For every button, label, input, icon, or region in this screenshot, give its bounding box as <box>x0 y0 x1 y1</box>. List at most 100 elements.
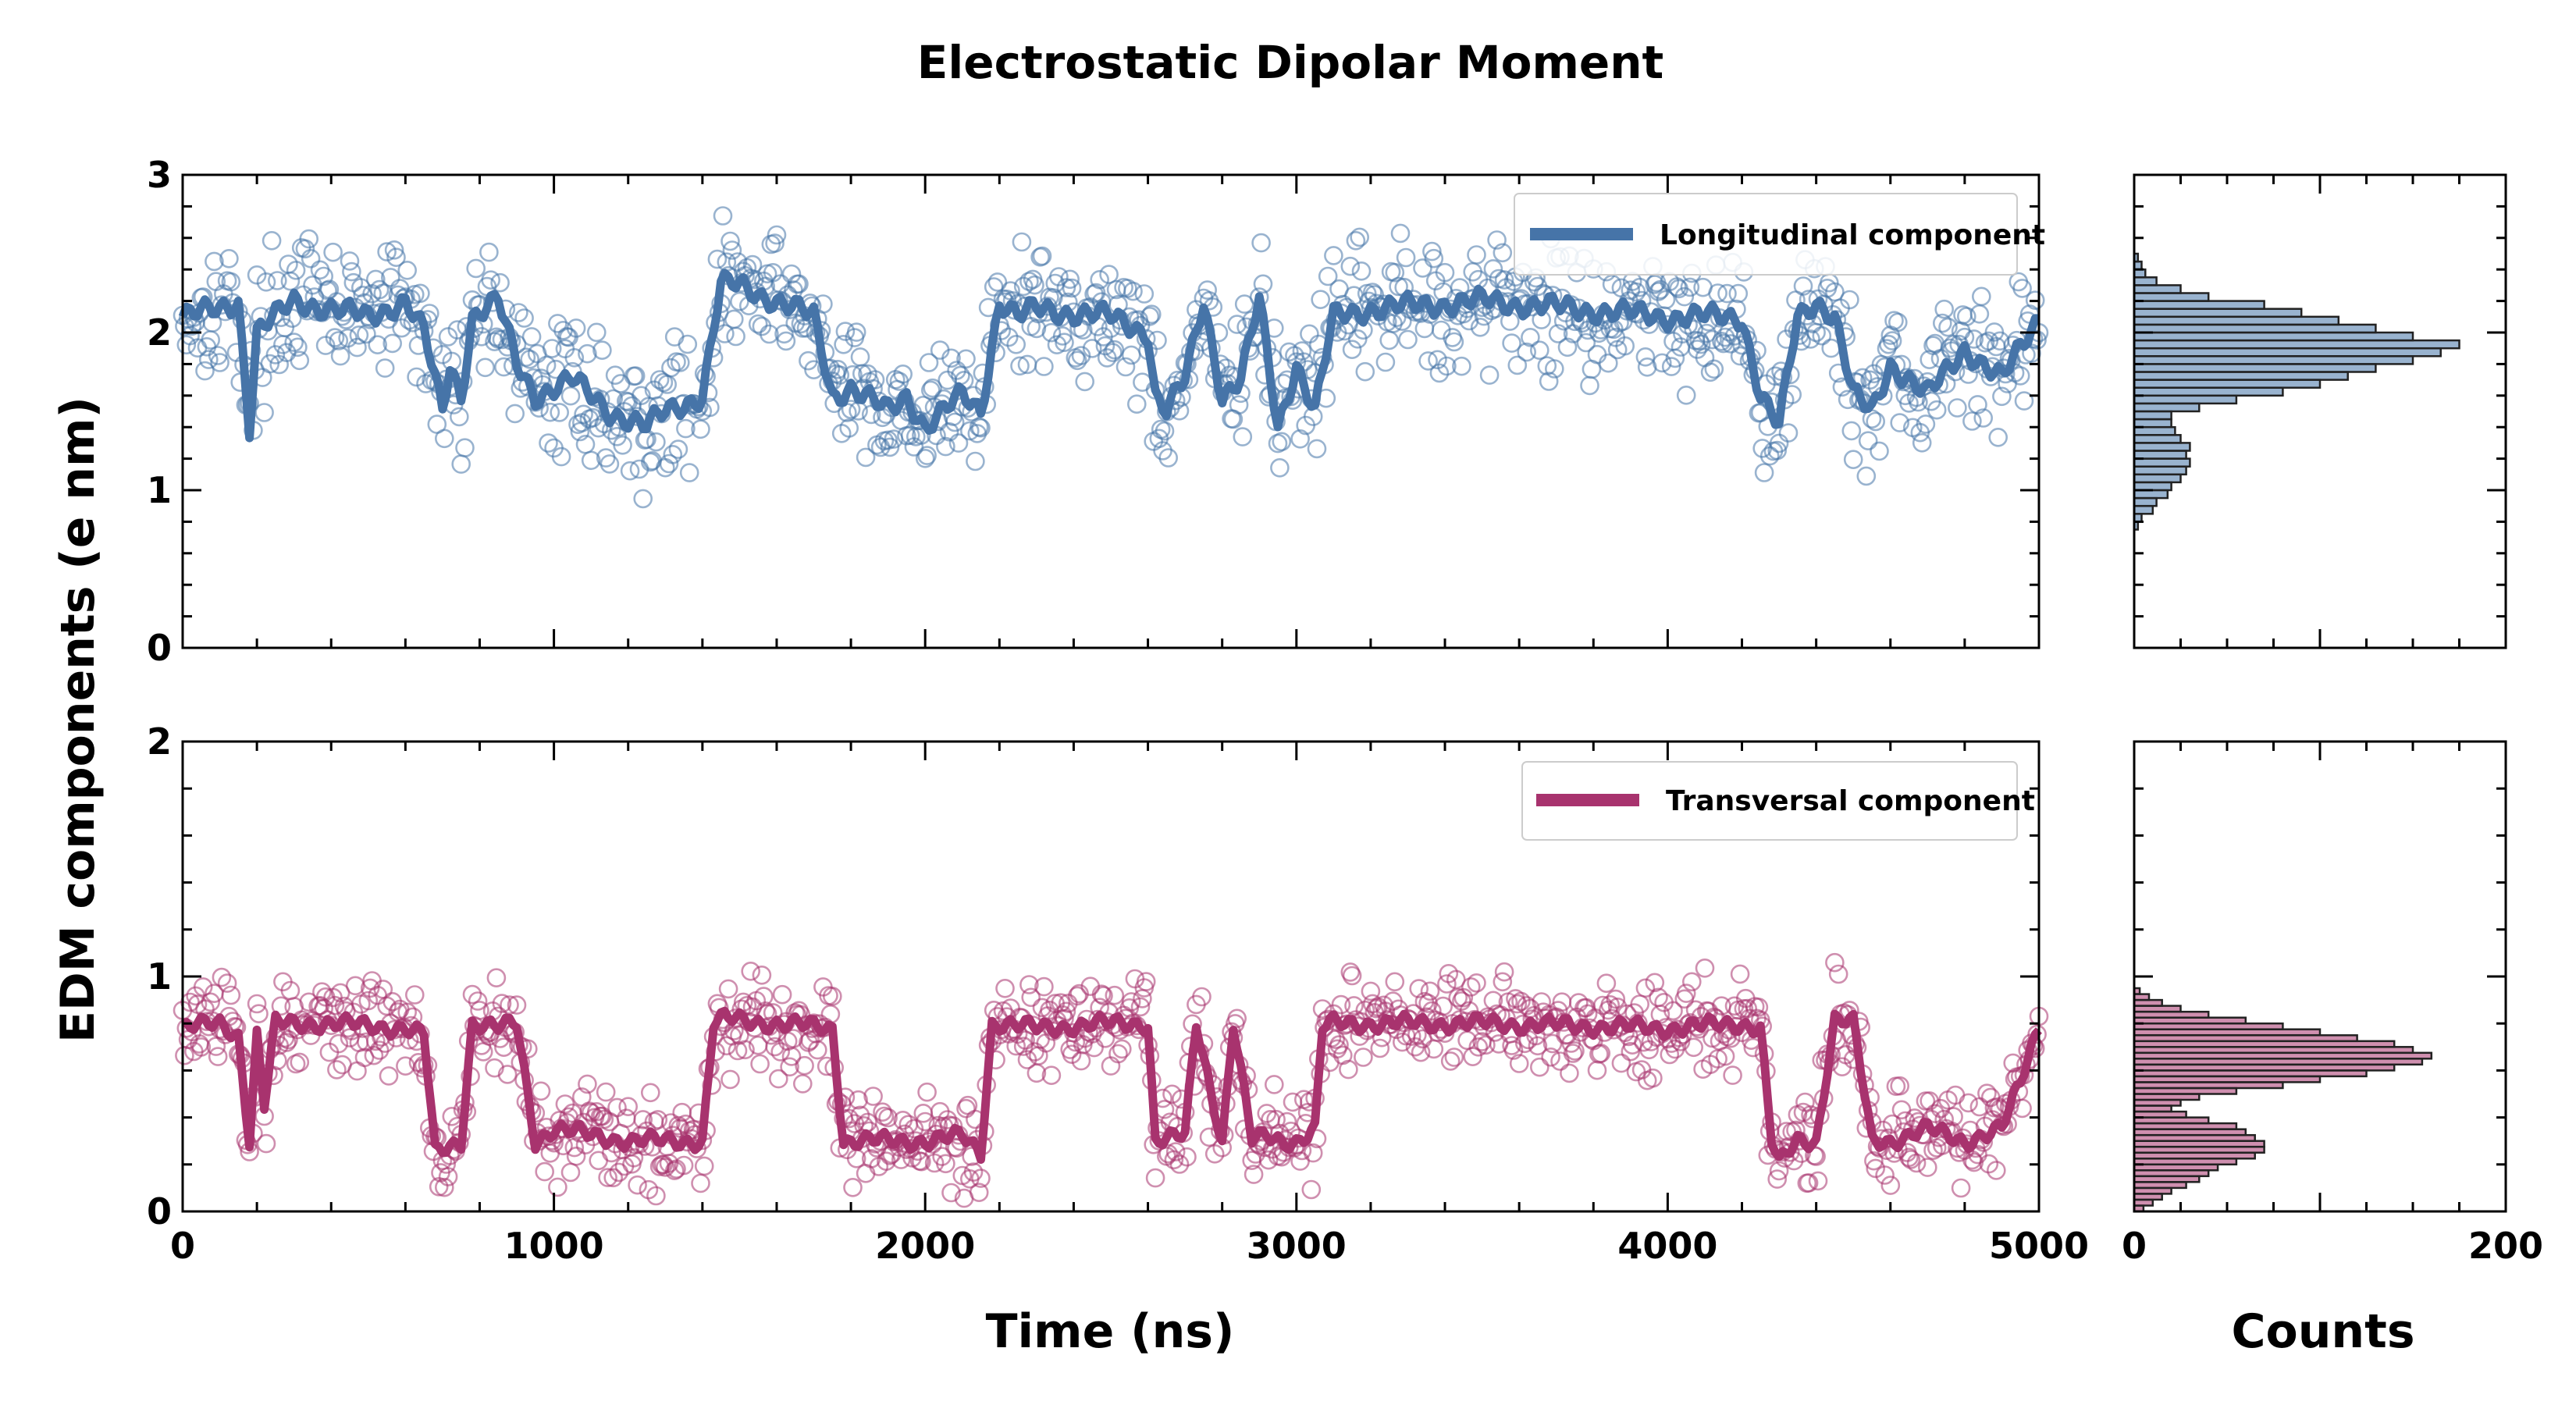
longitudinal-scatter-point <box>1229 395 1249 415</box>
transversal-legend-label: Transversal component <box>1666 785 2035 817</box>
transversal-scatter-point <box>1440 1051 1461 1071</box>
longitudinal-histogram-bar <box>2133 410 2172 421</box>
transversal-scatter-point <box>1361 981 1381 1001</box>
longitudinal-scatter-point <box>856 447 876 468</box>
transversal-scatter-point <box>628 1175 647 1195</box>
longitudinal-scatter-point <box>1754 463 1774 482</box>
longitudinal-scatter-point <box>663 444 683 464</box>
x-axis-label: Time (ns) <box>986 1304 1235 1359</box>
longitudinal-histogram-bar <box>2133 315 2340 326</box>
x-tick-label: 0 <box>170 1225 195 1267</box>
transversal-scatter-point <box>1925 1104 1945 1123</box>
longitudinal-scatter-point <box>377 242 397 261</box>
transversal-scatter-point <box>941 1183 961 1203</box>
longitudinal-scatter-point <box>1062 278 1082 298</box>
transversal-scatter-point <box>256 1133 276 1154</box>
longitudinal-scatter-point <box>776 331 796 351</box>
transversal-scatter-point <box>1494 962 1514 982</box>
transversal-scatter-point <box>1006 1036 1026 1056</box>
longitudinal-scatter-point <box>722 240 742 260</box>
transversal-scatter-point <box>327 1060 347 1080</box>
longitudinal-scatter-point <box>1105 340 1125 360</box>
longitudinal-scatter-point <box>676 418 696 439</box>
transversal-scatter-point <box>1437 974 1457 994</box>
longitudinal-legend-label: Longitudinal component <box>1660 219 2045 251</box>
longitudinal-scatter-point <box>1103 343 1123 363</box>
longitudinal-scatter-point <box>290 350 310 371</box>
longitudinal-histogram-bar <box>2133 457 2191 468</box>
longitudinal-scatter-point <box>1444 332 1464 352</box>
longitudinal-histogram-bar <box>2133 418 2172 429</box>
longitudinal-scatter-point <box>1843 450 1863 470</box>
transversal-scatter-point <box>1493 972 1513 992</box>
longitudinal-scatter-point <box>1470 317 1490 337</box>
transversal-scatter-point <box>1563 1044 1583 1063</box>
transversal-scatter-point <box>793 1074 813 1094</box>
transversal-scatter-point <box>1021 987 1041 1008</box>
transversal-scatter-point <box>507 995 527 1015</box>
transversal-scatter-point <box>768 1069 788 1089</box>
transversal-scatter-point <box>648 1110 668 1129</box>
longitudinal-scatter-point <box>295 239 315 259</box>
longitudinal-scatter-point <box>1375 352 1396 372</box>
transversal-scatter-point <box>1799 1173 1819 1193</box>
longitudinal-scatter-point <box>1413 258 1432 278</box>
longitudinal-scatter-point <box>1507 355 1528 375</box>
longitudinal-scatter-point <box>176 335 197 355</box>
longitudinal-scatter-point <box>286 260 306 280</box>
longitudinal-scatter-point <box>314 266 334 286</box>
transversal-scatter-point <box>1461 977 1481 997</box>
longitudinal-scatter-point <box>1665 348 1685 368</box>
transversal-histogram-bars <box>2133 987 2433 1213</box>
transversal-scatter-point <box>1162 1084 1182 1104</box>
longitudinal-scatter-point <box>1852 368 1873 388</box>
longitudinal-scatter-point <box>380 268 400 287</box>
transversal-scatter-point <box>325 995 345 1016</box>
longitudinal-scatter-point <box>1801 329 1820 349</box>
transversal-scatter-point <box>1136 972 1156 991</box>
transversal-scatter-point <box>1769 1161 1789 1181</box>
transversal-scatter-point <box>1325 1030 1345 1049</box>
longitudinal-scatter-point <box>956 349 976 369</box>
transversal-scatter-point <box>1420 981 1440 1001</box>
longitudinal-scatter-point <box>254 403 274 422</box>
longitudinal-scatter-point <box>581 450 601 471</box>
longitudinal-scatter-point <box>550 403 570 422</box>
longitudinal-scatter-point <box>774 324 794 344</box>
longitudinal-scatter-point <box>1067 350 1087 371</box>
longitudinal-scatter-point <box>1307 439 1327 459</box>
longitudinal-scatter-point <box>1680 277 1700 297</box>
transversal-scatter-point <box>553 1136 573 1156</box>
transversal-scatter-point <box>201 992 221 1012</box>
transversal-scatter-point <box>808 1040 827 1060</box>
longitudinal-scatter-point <box>349 325 369 345</box>
transversal-scatter-point <box>1312 999 1332 1019</box>
transversal-scatter-point <box>397 1002 418 1023</box>
longitudinal-scatter-point <box>1916 414 1936 434</box>
longitudinal-scatter-point <box>1934 299 1954 319</box>
longitudinal-scatter-point <box>574 404 593 425</box>
transversal-scatter-point <box>578 1074 597 1094</box>
longitudinal-scatter-point <box>397 260 418 280</box>
longitudinal-scatter-point <box>1684 319 1703 340</box>
longitudinal-scatter-point <box>210 353 229 372</box>
longitudinal-scatter-point <box>1041 322 1062 343</box>
transversal-scatter-point <box>470 1001 489 1020</box>
longitudinal-scatter-point <box>1279 342 1299 362</box>
longitudinal-scatter-point <box>505 404 525 424</box>
longitudinal-histogram-panel <box>2133 173 2507 649</box>
transversal-scatter-point <box>221 985 241 1005</box>
longitudinal-scatter-point <box>1134 284 1155 304</box>
transversal-scatter-point <box>1591 1044 1611 1063</box>
longitudinal-scatter-point <box>1227 315 1247 334</box>
longitudinal-scatter-point <box>2010 366 2030 386</box>
longitudinal-scatter-point <box>936 436 955 457</box>
transversal-scatter-point <box>646 1186 666 1206</box>
longitudinal-scatter-point <box>915 448 935 468</box>
y-tick-label: 0 <box>147 1190 172 1232</box>
longitudinal-histogram-bar <box>2133 442 2191 452</box>
longitudinal-histogram-bar <box>2133 379 2322 389</box>
x-tick-label: 2000 <box>875 1225 975 1267</box>
longitudinal-scatter-point <box>1548 324 1568 343</box>
